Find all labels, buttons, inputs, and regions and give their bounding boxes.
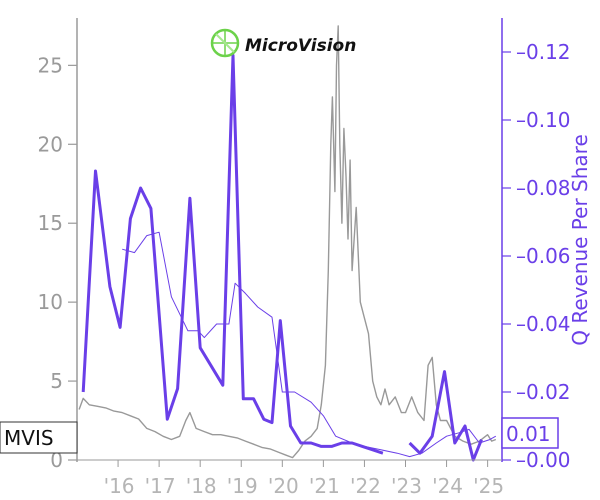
x-tick-label: '18 bbox=[186, 474, 217, 498]
revenue-quarterly-line-1 bbox=[81, 53, 384, 455]
x-tick-label: '20 bbox=[268, 474, 299, 498]
revenue-trailing-line bbox=[122, 231, 497, 458]
company-logo: MicroVision bbox=[210, 28, 356, 58]
ticker-text: MVIS bbox=[4, 426, 54, 450]
revenue-quarterly-line-2 bbox=[408, 370, 483, 462]
right-tick-label: –0.04 bbox=[516, 312, 571, 336]
right-tick-label: –0.10 bbox=[516, 108, 571, 132]
right-tick-label: –0.12 bbox=[516, 40, 571, 64]
x-tick-label: '23 bbox=[391, 474, 422, 498]
right-tick-label: –0.02 bbox=[516, 380, 571, 404]
left-tick-label: 5 bbox=[50, 369, 63, 393]
right-tick-label: –0.08 bbox=[516, 176, 571, 200]
x-tick-label: '16 bbox=[104, 474, 135, 498]
right-tick-label: –0.00 bbox=[516, 448, 571, 472]
logo-text: MicroVision bbox=[245, 36, 356, 56]
right-axis-label: Q Revenue Per Share bbox=[568, 134, 592, 346]
left-axis-ticks: 0 5 10 15 20 25 bbox=[38, 53, 77, 472]
left-tick-label: 0 bbox=[50, 448, 63, 472]
left-tick-label: 25 bbox=[38, 53, 63, 77]
x-axis-ticks: '16 '17 '18 '19 '20 '21 '22 '23 '24 '25 bbox=[104, 460, 504, 498]
left-tick-label: 10 bbox=[38, 290, 63, 314]
axes bbox=[76, 18, 503, 462]
right-axis-ticks: –0.00 –0.02 –0.04 –0.06 –0.08 –0.10 –0.12 bbox=[502, 40, 571, 472]
revenue-quarterly-series bbox=[81, 53, 483, 462]
revenue-trailing-series bbox=[122, 231, 497, 458]
left-tick-label: 15 bbox=[38, 211, 63, 235]
last-value-label: 0.01 bbox=[501, 417, 559, 449]
price-line bbox=[78, 25, 497, 459]
price-series bbox=[78, 25, 497, 459]
right-tick-label: –0.06 bbox=[516, 244, 571, 268]
last-value-text: 0.01 bbox=[506, 422, 551, 446]
logo-icon bbox=[210, 28, 240, 58]
left-tick-label: 20 bbox=[38, 132, 63, 156]
x-tick-label: '22 bbox=[350, 474, 381, 498]
x-tick-label: '19 bbox=[227, 474, 258, 498]
x-tick-label: '17 bbox=[145, 474, 176, 498]
x-tick-label: '21 bbox=[309, 474, 340, 498]
ticker-label: MVIS bbox=[0, 421, 78, 454]
x-tick-label: '25 bbox=[473, 474, 504, 498]
x-tick-label: '24 bbox=[432, 474, 463, 498]
